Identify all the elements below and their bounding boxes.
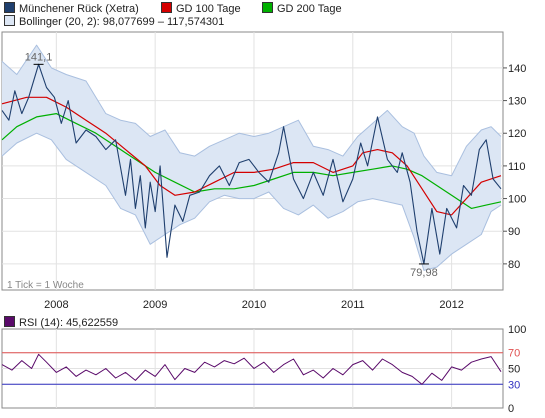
x-tick-label: 2011 — [341, 299, 365, 311]
legend-rsi-swatch — [4, 316, 15, 327]
bollinger-upper-line — [1, 44, 502, 177]
legend-price: Münchener Rück (Xetra) — [4, 2, 139, 15]
price-y-tick-label: 140 — [508, 63, 526, 75]
legend-ma100: GD 100 Tage — [161, 2, 241, 15]
annotation-label: 141,1 — [25, 51, 53, 63]
x-tick-label: 2012 — [439, 299, 463, 311]
annotation-label: 79,98 — [410, 267, 438, 279]
x-tick-label: 2008 — [44, 299, 68, 311]
price-line — [1, 63, 502, 265]
legend-ma200: GD 200 Tage — [262, 2, 342, 15]
price-y-tick-label: 80 — [508, 259, 520, 271]
price-y-tick-label: 130 — [508, 96, 526, 108]
tick-note: 1 Tick = 1 Woche — [7, 280, 84, 291]
legend-price-label: Münchener Rück (Xetra) — [19, 3, 139, 15]
legend-ma100-swatch — [161, 2, 172, 13]
legend-bollinger: Bollinger (20, 2): 98,077699 – 117,57430… — [4, 15, 225, 28]
ma200-line — [1, 112, 502, 209]
legend-ma100-label: GD 100 Tage — [176, 3, 241, 15]
legend-rsi-label: RSI (14): 45,622559 — [19, 317, 119, 329]
bollinger-band — [2, 45, 501, 271]
rsi-y-tick-label: 30 — [508, 379, 520, 391]
price-y-tick-label: 120 — [508, 128, 526, 140]
rsi-y-tick-label: 70 — [508, 348, 520, 360]
rsi-y-tick-label: 0 — [508, 403, 514, 415]
rsi-line — [1, 353, 502, 385]
price-panel: ARIVA141,179,981401301201101009080200820… — [1, 31, 526, 311]
price-y-tick-label: 100 — [508, 194, 526, 206]
price-y-tick-label: 110 — [508, 161, 526, 173]
legend-ma200-label: GD 200 Tage — [277, 3, 342, 15]
x-tick-label: 2010 — [242, 299, 266, 311]
legend-bollinger-swatch — [4, 15, 15, 26]
legend-ma200-swatch — [262, 2, 273, 13]
legend-bollinger-label: Bollinger (20, 2): 98,077699 – 117,57430… — [19, 16, 225, 28]
rsi-y-tick-label: 100 — [508, 324, 526, 336]
legend-rsi: RSI (14): 45,622559 — [4, 316, 119, 329]
rsi-y-tick-label: 50 — [508, 364, 520, 376]
price-y-tick-label: 90 — [508, 226, 520, 238]
bollinger-lower-line — [1, 132, 502, 271]
rsi-panel: 100 70 50 30 0 — [1, 324, 526, 415]
legend-price-swatch — [4, 2, 15, 13]
x-tick-label: 2009 — [143, 299, 167, 311]
